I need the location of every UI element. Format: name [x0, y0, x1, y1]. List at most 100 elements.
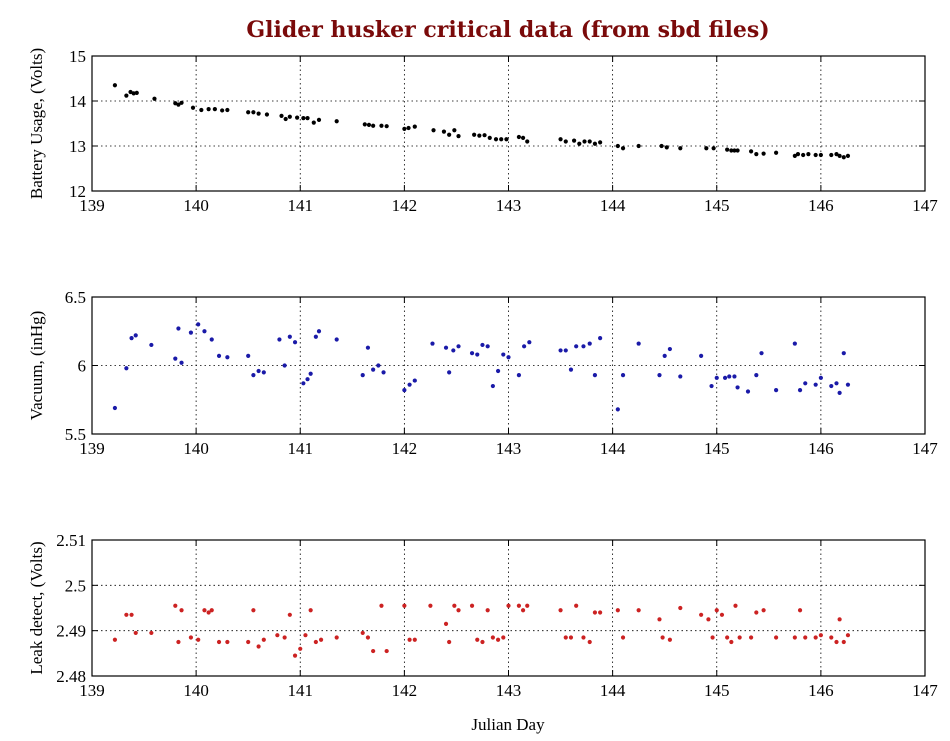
- y-tick-label: 15: [69, 47, 86, 66]
- data-point: [495, 368, 501, 374]
- data-point: [112, 637, 118, 642]
- data-point: [379, 123, 384, 128]
- data-point: [452, 603, 457, 608]
- data-point: [495, 637, 501, 642]
- data-point: [371, 648, 376, 654]
- data-point: [749, 149, 754, 154]
- data-point: [722, 375, 728, 380]
- data-point: [829, 383, 834, 389]
- data-point: [472, 132, 477, 137]
- data-point: [412, 124, 417, 129]
- data-point: [456, 344, 461, 349]
- data-series: [112, 322, 851, 412]
- x-tick-label: 142: [392, 681, 418, 700]
- data-point: [381, 370, 386, 375]
- data-point: [725, 147, 730, 152]
- data-point: [620, 372, 626, 378]
- data-point: [709, 383, 714, 389]
- data-point: [522, 344, 527, 349]
- data-point: [371, 367, 376, 372]
- data-point: [301, 381, 306, 386]
- data-point: [801, 152, 806, 158]
- data-point: [699, 612, 704, 617]
- y-tick-label: 2.49: [56, 622, 86, 641]
- data-point: [834, 639, 839, 645]
- x-tick-label: 141: [288, 196, 314, 215]
- data-point: [360, 372, 365, 378]
- data-point: [216, 639, 222, 645]
- y-axis-label: Battery Usage, (Volts): [27, 48, 46, 199]
- x-axis-label: Julian Day: [471, 715, 545, 734]
- chart-title: Glider husker critical data (from sbd fi…: [246, 17, 769, 43]
- data-point: [384, 124, 389, 129]
- data-point: [334, 337, 339, 342]
- x-tick-label: 141: [288, 681, 314, 700]
- y-tick-label: 2.5: [65, 576, 86, 595]
- data-point: [451, 348, 456, 353]
- data-point: [188, 635, 194, 640]
- data-point: [379, 603, 384, 608]
- data-point: [176, 326, 181, 331]
- x-tick-label: 143: [496, 196, 522, 215]
- data-point: [225, 107, 230, 113]
- data-point: [469, 603, 475, 608]
- data-point: [501, 635, 506, 640]
- x-tick-label: 146: [808, 681, 834, 700]
- data-point: [499, 137, 504, 142]
- data-point: [206, 610, 211, 615]
- x-tick-label: 142: [392, 196, 418, 215]
- data-point: [727, 374, 732, 379]
- x-tick-label: 147: [912, 439, 938, 458]
- data-point: [841, 351, 846, 356]
- data-series: [112, 603, 851, 658]
- data-point: [220, 108, 225, 113]
- data-point: [316, 329, 322, 334]
- data-point: [527, 340, 532, 345]
- data-point: [376, 363, 381, 368]
- data-point: [792, 341, 797, 346]
- data-point: [714, 608, 719, 613]
- data-point: [202, 608, 207, 613]
- data-point: [845, 153, 851, 158]
- data-point: [251, 372, 256, 378]
- data-point: [196, 322, 201, 327]
- data-point: [754, 372, 759, 378]
- data-point: [759, 351, 764, 356]
- data-point: [841, 639, 846, 645]
- data-point: [246, 353, 251, 359]
- data-point: [525, 139, 530, 144]
- data-point: [282, 363, 287, 368]
- data-point: [678, 374, 683, 379]
- data-point: [313, 639, 318, 645]
- data-point: [581, 635, 586, 640]
- data-point: [176, 102, 181, 107]
- data-point: [699, 353, 704, 359]
- data-point: [754, 152, 759, 157]
- data-point: [592, 372, 598, 378]
- x-tick-label: 140: [183, 681, 209, 700]
- y-tick-label: 12: [69, 182, 86, 201]
- data-point: [196, 637, 201, 642]
- x-tick-label: 146: [808, 196, 834, 215]
- data-point: [112, 405, 118, 411]
- data-point: [714, 375, 719, 380]
- data-point: [402, 388, 407, 393]
- data-point: [199, 107, 204, 113]
- x-tick-label: 147: [912, 681, 938, 700]
- data-point: [209, 337, 214, 342]
- data-point: [334, 119, 339, 124]
- data-point: [303, 633, 308, 638]
- data-point: [256, 111, 261, 116]
- data-point: [209, 608, 214, 613]
- data-point: [792, 635, 797, 640]
- data-point: [735, 148, 740, 153]
- data-point: [845, 633, 851, 638]
- data-point: [818, 152, 823, 158]
- data-point: [732, 148, 737, 153]
- data-point: [615, 143, 620, 149]
- data-point: [176, 639, 181, 645]
- data-point: [520, 135, 526, 140]
- data-point: [587, 639, 592, 645]
- data-point: [480, 639, 485, 645]
- data-point: [129, 336, 134, 341]
